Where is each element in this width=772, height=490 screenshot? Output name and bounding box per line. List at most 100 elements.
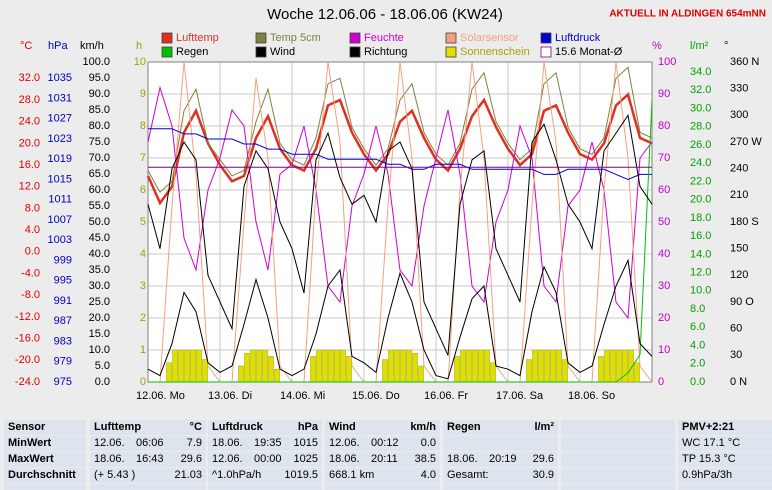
- y-tick-label: 10: [134, 56, 146, 68]
- sunshine-bar: [184, 349, 190, 383]
- y-tick-label: 0: [658, 376, 664, 388]
- legend-swatch: [161, 32, 173, 44]
- cell-text: 06:06: [136, 437, 164, 449]
- y-tick-label: 150: [730, 243, 748, 255]
- cell-text: 19:35: [254, 437, 282, 449]
- table-cell: [208, 484, 322, 490]
- series-line: [146, 92, 653, 206]
- sunshine-bar: [610, 349, 616, 383]
- sunshine-bar: [526, 359, 532, 383]
- cell-text: km/h: [410, 421, 436, 433]
- axis-title: °: [724, 40, 728, 52]
- series-line: [148, 128, 652, 181]
- y-tick-label: 100: [658, 56, 676, 68]
- table-cell: [561, 484, 675, 490]
- y-tick-label: 20.0: [690, 194, 711, 206]
- table-cell: 12.06. 00:12 0.0: [325, 436, 440, 451]
- sunshine-bar: [556, 349, 562, 383]
- y-tick-label: 80.0: [89, 120, 110, 132]
- sunshine-bar: [250, 349, 256, 383]
- y-tick-label: 30: [730, 349, 742, 361]
- y-tick-label: -8.0: [21, 289, 40, 301]
- cell-text: MaxWert: [8, 453, 54, 465]
- sunshine-bar: [388, 349, 394, 383]
- y-tick-label: 85.0: [89, 104, 110, 116]
- y-tick-label: 14.0: [690, 248, 711, 260]
- x-tick-label: 12.06. Mo: [136, 390, 185, 402]
- y-tick-label: 991: [54, 295, 72, 307]
- y-tick-label: -12.0: [15, 311, 40, 323]
- y-tick-label: 10.0: [690, 285, 711, 297]
- y-tick-label: 300: [730, 109, 748, 121]
- table-cell: Sensor: [4, 420, 86, 435]
- y-tick-label: 8: [140, 120, 146, 132]
- y-tick-label: 4: [140, 248, 146, 260]
- series-line: [147, 113, 653, 356]
- sunshine-bar: [460, 349, 466, 383]
- cell-text: Regen: [447, 421, 481, 433]
- y-tick-label: 1023: [48, 133, 72, 145]
- cell-text: Luftdruck: [212, 421, 263, 433]
- sunshine-bar: [178, 349, 184, 383]
- y-tick-label: 979: [54, 356, 72, 368]
- sunshine-bar: [544, 349, 550, 383]
- legend-swatch: [349, 46, 361, 58]
- sunshine-bar: [346, 356, 352, 383]
- cell-text: 12.06.: [212, 453, 243, 465]
- cell-text: 00:12: [371, 437, 399, 449]
- sunshine-bar: [622, 349, 628, 383]
- y-tick-label: -20.0: [15, 354, 40, 366]
- legend-swatch: [255, 32, 267, 44]
- table-cell: [90, 484, 206, 490]
- legend-label: Richtung: [364, 46, 407, 58]
- table-cell: 12.06. 00:00 1025: [208, 452, 322, 467]
- cell-text: 0.0: [420, 437, 436, 449]
- sunshine-bar: [190, 349, 196, 383]
- y-tick-label: 75.0: [89, 136, 110, 148]
- table-cell: [678, 484, 772, 490]
- y-tick-label: 16.0: [19, 159, 40, 171]
- y-tick-label: 1003: [48, 234, 72, 246]
- y-tick-label: 34.0: [690, 66, 711, 78]
- y-tick-label: 983: [54, 335, 72, 347]
- table-cell: 18.06. 20:19 29.6: [443, 452, 558, 467]
- y-tick-label: 4.0: [25, 224, 40, 236]
- y-tick-label: 28.0: [19, 94, 40, 106]
- axis-title: hPa: [48, 40, 68, 52]
- x-tick-label: 13.06. Di: [208, 390, 252, 402]
- y-tick-label: 180 S: [730, 216, 759, 228]
- legend-label: Luftdruck: [555, 32, 601, 44]
- y-tick-label: 0.0: [95, 376, 110, 388]
- table-cell: (+ 5.43 ) 21.03: [90, 468, 206, 483]
- table-cell: [561, 420, 675, 435]
- cell-text: 29.6: [180, 453, 202, 465]
- cell-text: 18.06.: [329, 453, 360, 465]
- table-cell: [561, 468, 675, 483]
- y-tick-label: 90 O: [730, 296, 754, 308]
- y-tick-label: 45.0: [89, 232, 110, 244]
- legend-label: Lufttemp: [176, 32, 219, 44]
- sunshine-bar: [394, 349, 400, 383]
- y-tick-label: 100.0: [82, 56, 110, 68]
- y-tick-label: 20.0: [89, 312, 110, 324]
- y-tick-label: 360 N: [730, 56, 759, 68]
- legend-label: Feuchte: [364, 32, 404, 44]
- table-cell: MaxWert: [4, 452, 86, 467]
- x-tick-label: 18.06. So: [568, 390, 615, 402]
- table-cell: Durchschnitt: [4, 468, 86, 483]
- sunshine-bar: [244, 352, 250, 383]
- sunshine-bar: [196, 349, 202, 383]
- y-tick-label: 1031: [48, 92, 72, 104]
- y-tick-label: 60.0: [89, 184, 110, 196]
- cell-text: 18.06.: [212, 437, 243, 449]
- sunshine-bar: [484, 349, 490, 383]
- y-tick-label: 3: [140, 280, 146, 292]
- cell-text: 38.5: [414, 453, 436, 465]
- axis-title: km/h: [80, 40, 104, 52]
- cell-text: Lufttemp: [94, 421, 142, 433]
- y-tick-label: 18.0: [690, 212, 711, 224]
- y-tick-label: -4.0: [21, 267, 40, 279]
- sunshine-bar: [472, 349, 478, 383]
- y-tick-label: 5: [140, 216, 146, 228]
- cell-text: hPa: [297, 421, 318, 433]
